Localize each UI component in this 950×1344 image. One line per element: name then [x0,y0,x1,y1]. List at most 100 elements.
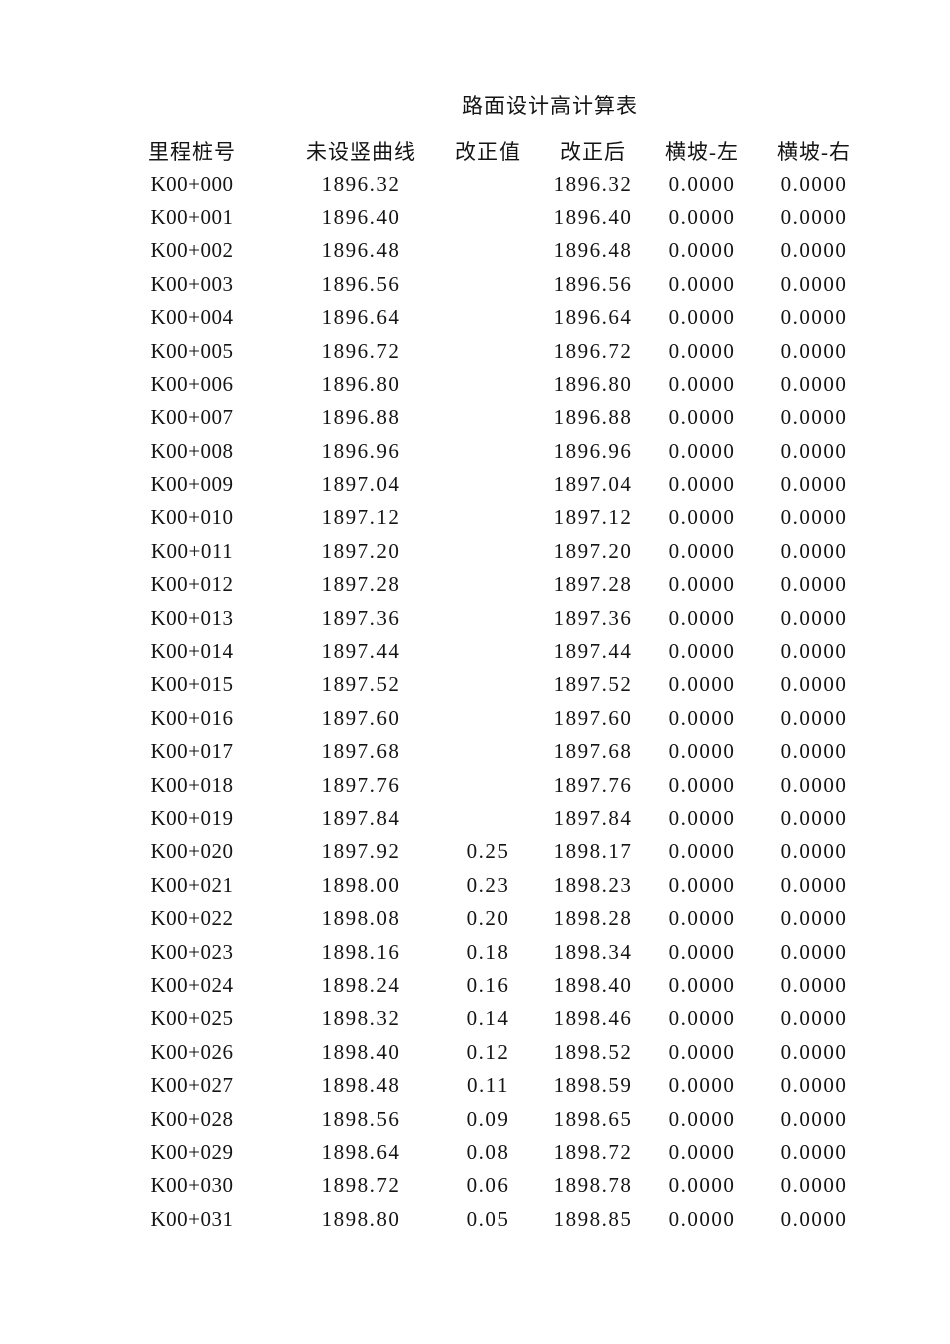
cell-stake: K00+021 [150,872,234,897]
cell-correction [450,668,526,701]
cell-correction [450,501,526,534]
table-body: K00+000 1896.32 1896.32 0.0000 0.0000 K00+001… [112,167,884,1236]
cell-slope-left: 0.0000 [668,1039,736,1064]
cell-uncorrected: 1896.56 [321,271,401,296]
table-row: K00+001 1896.40 1896.40 0.0000 0.0000 [112,201,884,234]
cell-uncorrected: 1898.80 [321,1206,401,1231]
cell-slope-left: 0.0000 [668,906,736,931]
cell-stake: K00+024 [150,972,234,997]
table-row: K00+024 1898.24 0.16 1898.40 0.0000 0.0000 [112,969,884,1002]
cell-uncorrected: 1898.40 [321,1039,401,1064]
cell-uncorrected: 1898.72 [321,1173,401,1198]
cell-stake: K00+008 [150,438,234,463]
cell-uncorrected: 1897.60 [321,705,401,730]
cell-correction [450,301,526,334]
table-row: K00+023 1898.16 0.18 1898.34 0.0000 0.0000 [112,935,884,968]
cell-slope-left: 0.0000 [668,972,736,997]
cell-corrected: 1897.12 [553,505,633,530]
cell-stake: K00+012 [150,572,234,597]
cell-uncorrected: 1896.72 [321,338,401,363]
cell-corrected: 1898.23 [553,872,633,897]
cell-slope-left: 0.0000 [668,1073,736,1098]
cell-correction: 0.23 [466,872,510,897]
cell-corrected: 1898.65 [553,1106,633,1131]
cell-stake: K00+002 [150,238,234,263]
cell-stake: K00+029 [150,1139,234,1164]
cell-correction [450,201,526,234]
cell-corrected: 1896.56 [553,271,633,296]
table-row: K00+018 1897.76 1897.76 0.0000 0.0000 [112,768,884,801]
column-header-uncorrected: 未设竖曲线 [306,139,416,164]
cell-slope-left: 0.0000 [668,371,736,396]
table-row: K00+004 1896.64 1896.64 0.0000 0.0000 [112,301,884,334]
cell-correction [450,167,526,200]
cell-slope-right: 0.0000 [780,1173,848,1198]
cell-stake: K00+027 [150,1073,234,1098]
cell-stake: K00+028 [150,1106,234,1131]
cell-corrected: 1898.40 [553,972,633,997]
cell-slope-left: 0.0000 [668,572,736,597]
cell-corrected: 1898.52 [553,1039,633,1064]
cell-slope-left: 0.0000 [668,939,736,964]
table-row: K00+013 1897.36 1897.36 0.0000 0.0000 [112,601,884,634]
cell-slope-left: 0.0000 [668,605,736,630]
cell-stake: K00+013 [150,605,234,630]
table-row: K00+003 1896.56 1896.56 0.0000 0.0000 [112,268,884,301]
cell-slope-right: 0.0000 [780,972,848,997]
cell-uncorrected: 1897.76 [321,772,401,797]
cell-correction [450,268,526,301]
cell-slope-left: 0.0000 [668,839,736,864]
cell-slope-left: 0.0000 [668,472,736,497]
cell-stake: K00+005 [150,338,234,363]
cell-correction: 0.12 [466,1039,510,1064]
cell-stake: K00+004 [150,305,234,330]
cell-slope-left: 0.0000 [668,338,736,363]
cell-correction [450,234,526,267]
cell-correction [450,368,526,401]
cell-uncorrected: 1898.16 [321,939,401,964]
cell-slope-left: 0.0000 [668,1006,736,1031]
column-header-correction: 改正值 [455,139,521,164]
table-row: K00+000 1896.32 1896.32 0.0000 0.0000 [112,167,884,200]
table-row: K00+002 1896.48 1896.48 0.0000 0.0000 [112,234,884,267]
cell-slope-left: 0.0000 [668,739,736,764]
cell-correction [450,768,526,801]
cell-correction: 0.16 [466,972,510,997]
cell-uncorrected: 1896.88 [321,405,401,430]
cell-slope-right: 0.0000 [780,772,848,797]
column-header-slope-left: 横坡-左 [665,139,739,164]
cell-slope-right: 0.0000 [780,472,848,497]
cell-slope-right: 0.0000 [780,371,848,396]
cell-uncorrected: 1896.96 [321,438,401,463]
cell-stake: K00+018 [150,772,234,797]
elevation-calc-table: 里程桩号 未设竖曲线 改正值 改正后 横坡-左 横坡-右 K00+000 1896.32 18… [112,134,884,1236]
cell-slope-left: 0.0000 [668,238,736,263]
cell-corrected: 1896.96 [553,438,633,463]
cell-corrected: 1898.34 [553,939,633,964]
table-row: K00+028 1898.56 0.09 1898.65 0.0000 0.0000 [112,1102,884,1135]
cell-slope-right: 0.0000 [780,1106,848,1131]
cell-corrected: 1897.52 [553,672,633,697]
cell-slope-right: 0.0000 [780,639,848,664]
cell-corrected: 1897.76 [553,772,633,797]
cell-stake: K00+019 [150,806,234,830]
table-row: K00+025 1898.32 0.14 1898.46 0.0000 0.0000 [112,1002,884,1035]
cell-slope-right: 0.0000 [780,405,848,430]
cell-stake: K00+025 [150,1006,234,1031]
cell-correction: 0.05 [466,1206,510,1231]
cell-slope-right: 0.0000 [780,1039,848,1064]
cell-slope-left: 0.0000 [668,438,736,463]
cell-corrected: 1898.78 [553,1173,633,1198]
cell-stake: K00+015 [150,672,234,697]
table-row: K00+031 1898.80 0.05 1898.85 0.0000 0.0000 [112,1203,884,1236]
cell-corrected: 1896.40 [553,204,633,229]
cell-correction [450,635,526,668]
cell-slope-right: 0.0000 [780,672,848,697]
table-row: K00+010 1897.12 1897.12 0.0000 0.0000 [112,501,884,534]
cell-uncorrected: 1897.68 [321,739,401,764]
cell-slope-right: 0.0000 [780,338,848,363]
cell-stake: K00+016 [150,705,234,730]
cell-corrected: 1896.88 [553,405,633,430]
cell-corrected: 1896.64 [553,305,633,330]
